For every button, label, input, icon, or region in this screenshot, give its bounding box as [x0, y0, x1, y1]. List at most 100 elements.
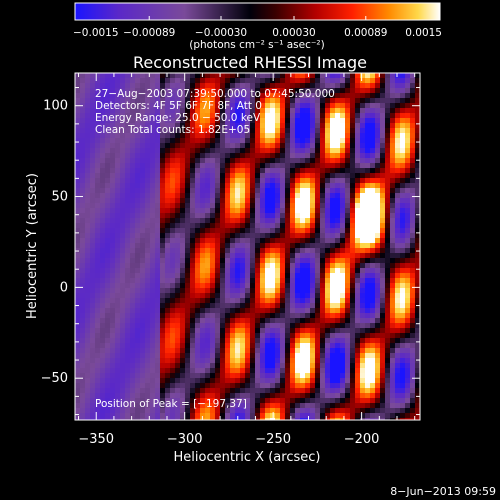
heatmap-cell — [155, 253, 161, 259]
heatmap-cell — [400, 288, 406, 294]
heatmap-cell — [170, 398, 176, 404]
heatmap-cell — [275, 128, 281, 134]
heatmap-cell — [150, 313, 156, 319]
heatmap-cell — [215, 183, 221, 189]
heatmap-cell — [170, 283, 176, 289]
heatmap-cell — [310, 213, 316, 219]
heatmap-cell — [240, 303, 246, 309]
heatmap-cell — [385, 208, 391, 214]
heatmap-cell — [400, 268, 406, 274]
heatmap-cell — [260, 178, 266, 184]
heatmap-cell — [115, 378, 121, 384]
heatmap-cell — [285, 398, 291, 404]
heatmap-cell — [95, 283, 101, 289]
heatmap-cell — [125, 288, 131, 294]
heatmap-cell — [155, 153, 161, 159]
heatmap-cell — [365, 78, 371, 84]
heatmap-cell — [300, 218, 306, 224]
heatmap-cell — [95, 88, 101, 94]
heatmap-cell — [105, 158, 111, 164]
heatmap-cell — [155, 413, 161, 419]
heatmap-cell — [365, 403, 371, 409]
heatmap-cell — [330, 148, 336, 154]
heatmap-cell — [260, 328, 266, 334]
heatmap-cell — [310, 268, 316, 274]
heatmap-cell — [175, 383, 181, 389]
heatmap-cell — [150, 223, 156, 229]
heatmap-cell — [390, 73, 396, 79]
heatmap-cell — [225, 153, 231, 159]
heatmap-cell — [90, 263, 96, 269]
heatmap-cell — [90, 148, 96, 154]
heatmap-cell — [260, 263, 266, 269]
heatmap-cell — [365, 368, 371, 374]
heatmap-cell — [200, 153, 206, 159]
heatmap-cell — [245, 403, 251, 409]
heatmap-cell — [170, 358, 176, 364]
heatmap-cell — [120, 73, 126, 79]
heatmap-cell — [160, 343, 166, 349]
heatmap-cell — [205, 213, 211, 219]
heatmap-cell — [285, 168, 291, 174]
heatmap-cell — [160, 158, 166, 164]
heatmap-cell — [385, 343, 391, 349]
heatmap-cell — [405, 253, 411, 259]
heatmap-cell — [205, 418, 211, 420]
heatmap-cell — [180, 243, 186, 249]
heatmap-cell — [235, 238, 241, 244]
heatmap-cell — [375, 308, 381, 314]
heatmap-cell — [95, 343, 101, 349]
heatmap-cell — [75, 193, 81, 199]
heatmap-cell — [400, 148, 406, 154]
heatmap-cell — [145, 198, 151, 204]
heatmap-cell — [265, 293, 271, 299]
heatmap-cell — [250, 223, 256, 229]
heatmap-cell — [135, 263, 141, 269]
heatmap-cell — [195, 298, 201, 304]
heatmap-cell — [210, 238, 216, 244]
heatmap-cell — [180, 168, 186, 174]
heatmap-cell — [275, 198, 281, 204]
heatmap-cell — [220, 403, 226, 409]
heatmap-cell — [90, 178, 96, 184]
heatmap-cell — [130, 133, 136, 139]
heatmap-cell — [135, 228, 141, 234]
heatmap-cell — [145, 328, 151, 334]
heatmap-cell — [175, 153, 181, 159]
heatmap-cell — [85, 398, 91, 404]
heatmap-cell — [410, 123, 416, 129]
heatmap-cell — [150, 138, 156, 144]
heatmap-cell — [315, 268, 321, 274]
heatmap-cell — [80, 193, 86, 199]
heatmap-cell — [160, 248, 166, 254]
heatmap-cell — [255, 218, 261, 224]
heatmap-cell — [355, 193, 361, 199]
heatmap-cell — [175, 318, 181, 324]
heatmap-cell — [270, 223, 276, 229]
heatmap-cell — [200, 248, 206, 254]
heatmap-cell — [380, 178, 386, 184]
heatmap-cell — [335, 243, 341, 249]
heatmap-cell — [320, 128, 326, 134]
heatmap-cell — [355, 373, 361, 379]
heatmap-cell — [95, 98, 101, 104]
heatmap-cell — [170, 203, 176, 209]
heatmap-cell — [320, 323, 326, 329]
heatmap-cell — [320, 98, 326, 104]
heatmap-cell — [160, 193, 166, 199]
heatmap-cell — [315, 263, 321, 269]
heatmap-cell — [335, 193, 341, 199]
heatmap-cell — [270, 103, 276, 109]
heatmap-cell — [230, 378, 236, 384]
heatmap-cell — [345, 333, 351, 339]
heatmap-cell — [250, 303, 256, 309]
heatmap-cell — [200, 163, 206, 169]
heatmap-cell — [395, 203, 401, 209]
heatmap-cell — [275, 358, 281, 364]
heatmap-cell — [180, 73, 186, 79]
heatmap-cell — [300, 103, 306, 109]
heatmap-cell — [100, 278, 106, 284]
heatmap-cell — [345, 143, 351, 149]
heatmap-cell — [110, 123, 116, 129]
heatmap-cell — [125, 303, 131, 309]
